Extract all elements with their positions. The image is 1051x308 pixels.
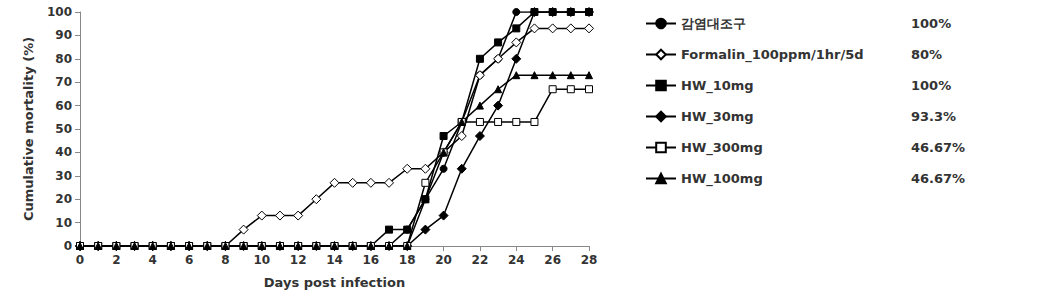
svg-text:46.67%: 46.67% (911, 171, 965, 186)
svg-text:46.67%: 46.67% (911, 140, 965, 155)
svg-text:감염대조구: 감염대조구 (681, 16, 746, 31)
svg-text:93.3%: 93.3% (911, 109, 956, 124)
svg-text:22: 22 (472, 253, 489, 267)
svg-text:4: 4 (149, 253, 157, 267)
svg-text:14: 14 (326, 253, 343, 267)
svg-text:26: 26 (544, 253, 561, 267)
svg-text:HW_30mg: HW_30mg (681, 109, 754, 125)
svg-text:40: 40 (55, 145, 72, 159)
svg-text:80: 80 (55, 52, 72, 66)
svg-text:100%: 100% (911, 78, 951, 93)
svg-text:90: 90 (55, 28, 72, 42)
svg-text:10: 10 (253, 253, 270, 267)
svg-text:16: 16 (363, 253, 380, 267)
svg-text:6: 6 (185, 253, 193, 267)
svg-text:50: 50 (55, 122, 72, 136)
svg-text:20: 20 (435, 253, 452, 267)
svg-text:12: 12 (290, 253, 307, 267)
svg-text:70: 70 (55, 75, 72, 89)
svg-text:8: 8 (221, 253, 229, 267)
svg-text:Formalin_100ppm/1hr/5d: Formalin_100ppm/1hr/5d (681, 47, 864, 63)
svg-text:0: 0 (64, 239, 72, 253)
svg-text:100%: 100% (911, 16, 951, 31)
svg-text:Cumulative mortality (%): Cumulative mortality (%) (21, 37, 36, 221)
svg-text:28: 28 (581, 253, 598, 267)
svg-text:100: 100 (47, 5, 72, 19)
svg-text:HW_100mg: HW_100mg (681, 171, 763, 187)
svg-text:60: 60 (55, 99, 72, 113)
svg-text:30: 30 (55, 169, 72, 183)
svg-text:0: 0 (76, 253, 84, 267)
svg-text:10: 10 (55, 216, 72, 230)
svg-text:24: 24 (508, 253, 525, 267)
svg-text:80%: 80% (911, 47, 942, 62)
svg-text:HW_300mg: HW_300mg (681, 140, 763, 156)
svg-text:20: 20 (55, 192, 72, 206)
svg-text:Days post infection: Days post infection (264, 275, 405, 290)
svg-text:HW_10mg: HW_10mg (681, 78, 754, 94)
svg-text:18: 18 (399, 253, 416, 267)
svg-text:2: 2 (112, 253, 120, 267)
